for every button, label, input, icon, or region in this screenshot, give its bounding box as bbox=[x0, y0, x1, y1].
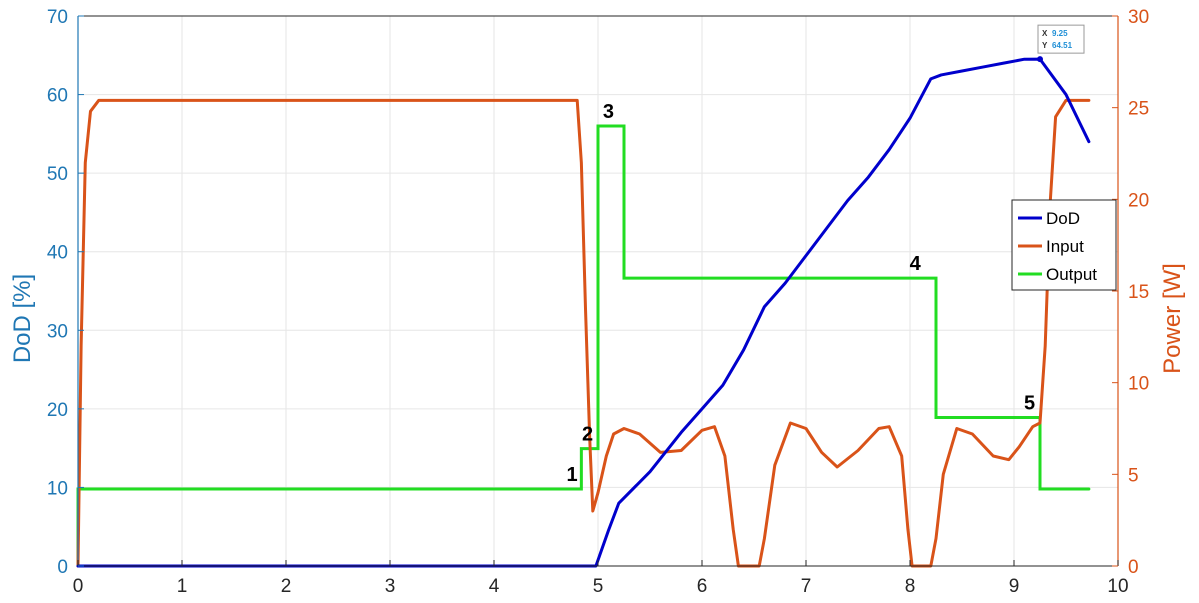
y-left-tick-label: 70 bbox=[47, 7, 68, 28]
x-tick-label: 8 bbox=[905, 576, 916, 597]
y-right-tick-label: 10 bbox=[1128, 374, 1149, 395]
x-tick-label: 5 bbox=[593, 576, 604, 597]
series-line-output[interactable] bbox=[76, 124, 1091, 568]
y-right-tick-label: 20 bbox=[1128, 190, 1149, 211]
y-left-tick-label: 50 bbox=[47, 164, 68, 185]
y-right-tick-label: 30 bbox=[1128, 7, 1149, 28]
legend-label-output: Output bbox=[1046, 265, 1097, 284]
datatip-x-value: 9.25 bbox=[1052, 29, 1068, 38]
y-right-tick-label: 5 bbox=[1128, 465, 1139, 486]
y-left-tick-label: 40 bbox=[47, 243, 68, 264]
y-axis-right-label: Power [W] bbox=[1159, 263, 1186, 374]
x-tick-label: 2 bbox=[281, 576, 292, 597]
legend[interactable]: DoD Input Output bbox=[1011, 199, 1117, 291]
x-tick-label: 1 bbox=[177, 576, 188, 597]
y-left-tick-label: 30 bbox=[47, 321, 68, 342]
x-tick-label: 7 bbox=[801, 576, 812, 597]
y-axis-left-label: DoD [%] bbox=[9, 274, 36, 363]
y-left-tick-label: 0 bbox=[57, 557, 68, 578]
series-lines bbox=[76, 57, 1091, 568]
annotation-2: 2 bbox=[582, 424, 593, 446]
datatip-marker[interactable] bbox=[1037, 56, 1043, 63]
x-tick-label: 3 bbox=[385, 576, 396, 597]
x-tick-label: 9 bbox=[1009, 576, 1020, 597]
datatip-y-label: Y bbox=[1042, 41, 1048, 50]
y-left-tick-label: 60 bbox=[47, 86, 68, 107]
annotation-4: 4 bbox=[910, 253, 922, 275]
datatip-y-value: 64.51 bbox=[1052, 41, 1073, 50]
datatip-x-label: X bbox=[1042, 29, 1048, 38]
data-tip[interactable]: X 9.25 Y 64.51 bbox=[1037, 24, 1085, 63]
x-tick-label: 0 bbox=[73, 576, 84, 597]
annotation-3: 3 bbox=[603, 101, 614, 123]
y-right-tick-label: 0 bbox=[1128, 557, 1139, 578]
step-annotations: 12 3 4 5 bbox=[566, 101, 1035, 486]
y-right-tick-label: 15 bbox=[1128, 282, 1149, 303]
x-tick-label: 6 bbox=[697, 576, 708, 597]
annotation-5: 5 bbox=[1024, 393, 1035, 415]
x-tick-label: 10 bbox=[1107, 576, 1128, 597]
datatip-box bbox=[1037, 24, 1085, 54]
y-left-tick-label: 10 bbox=[47, 478, 68, 499]
series-line-input[interactable] bbox=[76, 98, 1091, 568]
series-line-dod[interactable] bbox=[76, 57, 1091, 568]
legend-label-input: Input bbox=[1046, 237, 1084, 256]
y-left-tick-label: 20 bbox=[47, 400, 68, 421]
x-tick-label: 4 bbox=[489, 576, 500, 597]
legend-label-dod: DoD bbox=[1046, 209, 1080, 228]
y-right-tick-label: 25 bbox=[1128, 99, 1149, 120]
annotation-1: 1 bbox=[566, 464, 577, 486]
